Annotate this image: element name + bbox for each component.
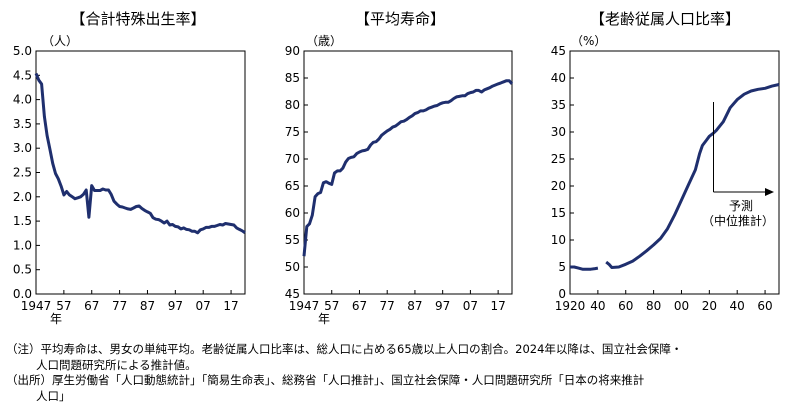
fertility-rate-line xyxy=(34,72,246,235)
note-text-continued: 人口問題研究所による推計値。 xyxy=(36,357,197,372)
x-tick-label: 1947 xyxy=(289,299,320,313)
old-age-ratio-line xyxy=(605,83,780,269)
x-tick-label: 97 xyxy=(435,299,450,313)
old-age-ratio-line xyxy=(570,265,599,271)
x-tick-label: 1947 xyxy=(21,299,52,313)
chart-old-age-ratio: 【老齢従属人口比率】 （%） 0 5 10 15 20 25 30 35 40 45 予測 （中位… xyxy=(551,10,780,313)
x-tick-label: 57 xyxy=(324,299,339,313)
y-tick-label: 5 xyxy=(558,260,566,274)
y-tick-label: 85 xyxy=(285,71,300,85)
x-tick-label: 40 xyxy=(590,299,605,313)
x-axis-label: 年 xyxy=(50,312,62,326)
y-tick-label: 25 xyxy=(551,152,566,166)
plot-frame xyxy=(35,50,246,295)
y-tick-label: 3.5 xyxy=(13,117,32,131)
chart-life-expectancy: 【平均寿命】 （歳） 45 50 55 60 65 70 75 80 85 90 1947 57 67… xyxy=(285,10,514,326)
charts-area: 【合計特殊出生率】 （人） 0.0 0.5 1.0 1.5 2.0 2.5 3.0 3.5 4.… xyxy=(13,10,780,326)
x-tick-label: 40 xyxy=(730,299,745,313)
x-ticks: 1947 57 67 77 87 97 07 17 xyxy=(289,290,506,313)
chart-title: 【平均寿命】 xyxy=(355,10,445,28)
y-tick-label: 30 xyxy=(551,125,566,139)
y-tick-label: 20 xyxy=(551,179,566,193)
x-tick-label: 77 xyxy=(380,299,395,313)
x-tick-label: 87 xyxy=(407,299,422,313)
x-tick-label: 07 xyxy=(196,299,211,313)
x-tick-label: 80 xyxy=(646,299,661,313)
life-expectancy-line xyxy=(302,79,514,257)
y-tick-label: 35 xyxy=(551,98,566,112)
x-tick-label: 17 xyxy=(223,299,238,313)
chart-title: 【合計特殊出生率】 xyxy=(70,10,205,28)
y-tick-label: 4.0 xyxy=(13,93,32,107)
x-tick-label: 20 xyxy=(702,299,717,313)
y-tick-label: 5.0 xyxy=(13,44,32,58)
source-text-continued: 人口」 xyxy=(36,388,71,403)
x-tick-label: 97 xyxy=(168,299,183,313)
y-tick-label: 10 xyxy=(551,233,566,247)
forecast-arrow-head xyxy=(765,188,774,196)
chart-title: 【老齢従属人口比率】 xyxy=(590,10,740,28)
y-tick-label: 70 xyxy=(285,152,300,166)
plot-frame xyxy=(303,50,513,295)
y-tick-label: 2.0 xyxy=(13,190,32,204)
x-tick-label: 60 xyxy=(757,299,772,313)
y-ticks: 0.0 0.5 1.0 1.5 2.0 2.5 3.0 3.5 4.0 4.5 5.0 xyxy=(13,44,40,301)
y-tick-label: 80 xyxy=(285,98,300,112)
y-axis-unit: （%） xyxy=(571,34,606,48)
y-tick-label: 0.5 xyxy=(13,263,32,277)
y-tick-label: 45 xyxy=(285,287,300,301)
y-tick-label: 75 xyxy=(285,125,300,139)
x-tick-label: 77 xyxy=(112,299,127,313)
x-tick-label: 17 xyxy=(490,299,505,313)
footnotes: （注）平均寿命は、男女の単純平均。老齢従属人口比率は、総人口に占める65歳以上人… xyxy=(6,342,796,404)
forecast-sublabel: （中位推計） xyxy=(702,213,774,228)
forecast-label: 予測 xyxy=(729,199,753,213)
x-axis-label: 年 xyxy=(318,312,330,326)
y-tick-label: 40 xyxy=(551,71,566,85)
source-text: （出所）厚生労働省「人口動態統計」「簡易生命表」、総務省「人口推計」、国立社会保… xyxy=(6,373,645,387)
y-tick-label: 2.5 xyxy=(13,166,32,180)
x-tick-label: 67 xyxy=(84,299,99,313)
y-tick-label: 90 xyxy=(285,44,300,58)
y-tick-label: 65 xyxy=(285,179,300,193)
x-tick-label: 00 xyxy=(674,299,689,313)
x-tick-label: 60 xyxy=(618,299,633,313)
y-tick-label: 0.0 xyxy=(13,287,32,301)
x-ticks: 1947 57 67 77 87 97 07 17 xyxy=(21,290,239,313)
y-axis-unit: （人） xyxy=(42,34,78,48)
y-tick-label: 45 xyxy=(551,44,566,58)
y-tick-label: 60 xyxy=(285,206,300,220)
x-ticks: 1920 40 60 80 00 20 40 60 xyxy=(555,290,773,313)
old-age-ratio-lines xyxy=(570,83,780,271)
y-tick-label: 0 xyxy=(558,287,566,301)
y-ticks: 45 50 55 60 65 70 75 80 85 90 xyxy=(285,44,308,301)
y-tick-label: 4.5 xyxy=(13,68,32,82)
x-tick-label: 57 xyxy=(56,299,71,313)
y-tick-label: 55 xyxy=(285,233,300,247)
x-tick-label: 1920 xyxy=(555,299,586,313)
x-tick-label: 67 xyxy=(352,299,367,313)
y-tick-label: 1.0 xyxy=(13,238,32,252)
y-ticks: 0 5 10 15 20 25 30 35 40 45 xyxy=(551,44,574,301)
y-tick-label: 1.5 xyxy=(13,214,32,228)
y-tick-label: 15 xyxy=(551,206,566,220)
plot-frame xyxy=(569,50,780,295)
x-tick-label: 87 xyxy=(140,299,155,313)
y-tick-label: 3.0 xyxy=(13,141,32,155)
chart-fertility-rate: 【合計特殊出生率】 （人） 0.0 0.5 1.0 1.5 2.0 2.5 3.0 3.5 4.… xyxy=(13,10,246,326)
y-tick-label: 50 xyxy=(285,260,300,274)
x-tick-label: 07 xyxy=(463,299,478,313)
note-text: （注）平均寿命は、男女の単純平均。老齢従属人口比率は、総人口に占める65歳以上人… xyxy=(6,342,683,356)
y-axis-unit: （歳） xyxy=(306,34,342,48)
